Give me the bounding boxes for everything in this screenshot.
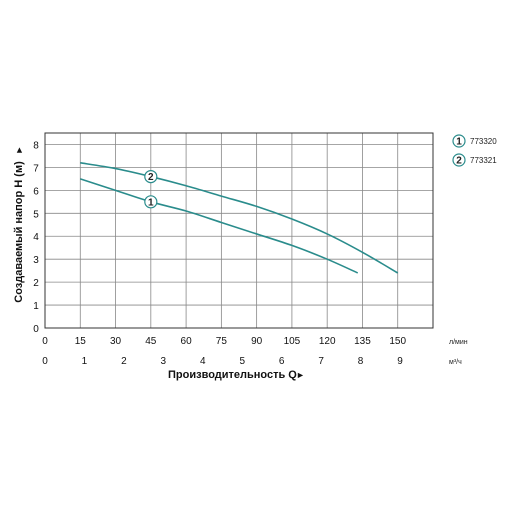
legend-marker-label-773320: 1 bbox=[456, 137, 462, 148]
chart-legend: 1 773320 2 773321 bbox=[452, 134, 497, 167]
x-tick-label-secondary: 7 bbox=[318, 356, 324, 367]
y-tick-label: 6 bbox=[33, 186, 39, 197]
x-tick-label-secondary: 8 bbox=[358, 356, 364, 367]
x-tick-label-primary: 135 bbox=[354, 336, 371, 347]
x-tick-label-secondary: 0 bbox=[42, 356, 48, 367]
y-tick-label: 4 bbox=[33, 232, 39, 243]
chart-series: 12 bbox=[80, 162, 399, 274]
x-tick-label-secondary: 1 bbox=[82, 356, 88, 367]
x-tick-label-secondary: 2 bbox=[121, 356, 127, 367]
y-axis-arrow: ► bbox=[14, 146, 24, 155]
y-tick-label: 1 bbox=[33, 301, 39, 312]
plot-frame bbox=[44, 132, 434, 329]
series-line-773320 bbox=[80, 178, 359, 274]
y-tick-label: 5 bbox=[33, 209, 39, 220]
x-tick-label-secondary: 9 bbox=[397, 356, 403, 367]
y-tick-label: 8 bbox=[33, 140, 39, 151]
x-axis-arrow: ► bbox=[296, 370, 305, 380]
y-tick-label: 2 bbox=[33, 278, 39, 289]
series-line-773321 bbox=[80, 162, 399, 274]
x-tick-label-primary: 0 bbox=[42, 336, 48, 347]
series-marker-circle-773321 bbox=[144, 169, 158, 184]
x-unit-primary-label: л/мин bbox=[449, 339, 468, 346]
x-tick-label-primary: 45 bbox=[145, 336, 157, 347]
x-tick-label-primary: 150 bbox=[389, 336, 406, 347]
x-tick-label-primary: 15 bbox=[75, 336, 87, 347]
legend-marker-label-773321: 2 bbox=[456, 156, 462, 167]
x-tick-label-secondary: 6 bbox=[279, 356, 285, 367]
x-tick-label-secondary: 3 bbox=[161, 356, 167, 367]
x-tick-label-secondary: 5 bbox=[239, 356, 245, 367]
chart-labels: Создаваемый напор H (м) ► Производительн… bbox=[13, 146, 468, 381]
y-axis-label: Создаваемый напор H (м) bbox=[13, 161, 25, 303]
x-tick-label-primary: 30 bbox=[110, 336, 122, 347]
legend-entry-773320: 773320 bbox=[470, 137, 497, 146]
legend-marker-circle-773321 bbox=[452, 153, 466, 167]
x-tick-label-primary: 60 bbox=[181, 336, 193, 347]
y-tick-label: 3 bbox=[33, 255, 39, 266]
series-marker-circle-773320 bbox=[144, 195, 158, 209]
x-tick-label-primary: 120 bbox=[319, 336, 336, 347]
chart-grid bbox=[45, 133, 433, 328]
series-marker-label-773321: 2 bbox=[148, 172, 154, 183]
series-marker-label-773320: 1 bbox=[148, 197, 154, 208]
legend-marker-circle-773320 bbox=[452, 134, 466, 148]
y-tick-label: 0 bbox=[33, 324, 39, 335]
y-tick-label: 7 bbox=[33, 163, 39, 174]
x-axis-label: Производительность Q bbox=[168, 369, 297, 381]
x-tick-label-primary: 105 bbox=[284, 336, 301, 347]
x-tick-label-primary: 90 bbox=[251, 336, 263, 347]
legend-entry-773321: 773321 bbox=[470, 156, 497, 165]
x-tick-label-secondary: 4 bbox=[200, 356, 206, 367]
x-tick-label-primary: 75 bbox=[216, 336, 228, 347]
x-unit-secondary-label: м³/ч bbox=[449, 359, 462, 366]
